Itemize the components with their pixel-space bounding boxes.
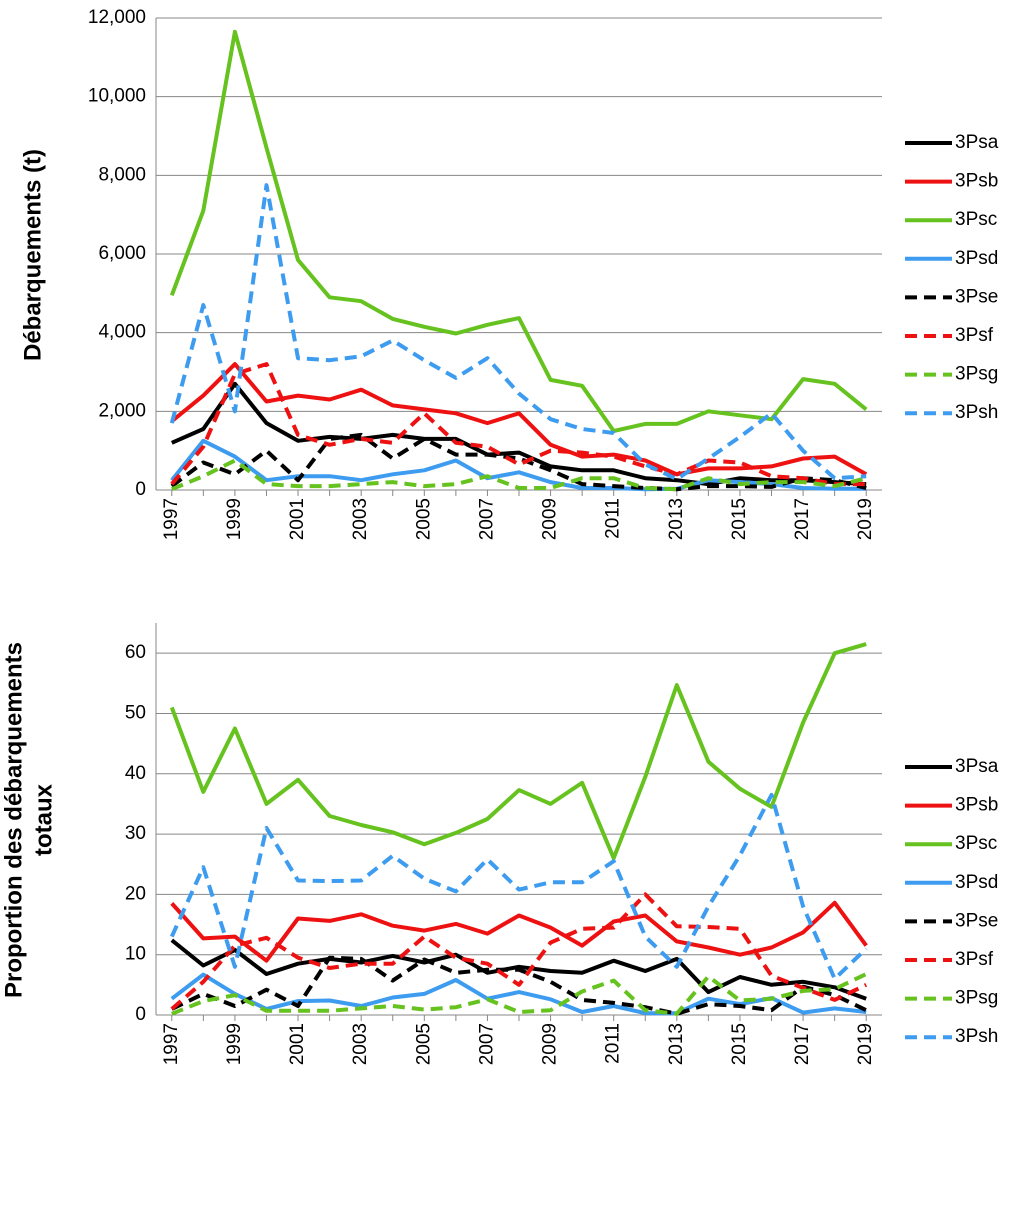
series-line	[169, 183, 867, 481]
legend-label: 3Pse	[955, 910, 998, 931]
series-line	[169, 29, 868, 433]
x-tick-label: 2017	[792, 498, 813, 540]
y-axis-title: Débarquements (t)	[19, 149, 46, 361]
y-tick-label: 10	[125, 944, 146, 965]
x-tick-label: 2017	[792, 1023, 813, 1065]
legend-label: 3Psh	[955, 1026, 998, 1047]
x-tick-label: 2011	[603, 498, 624, 539]
x-tick-label: 2005	[413, 498, 434, 540]
series-line	[170, 955, 868, 1016]
y-tick-label: 2,000	[98, 400, 146, 421]
x-tick-label: 2015	[729, 1023, 750, 1065]
y-tick-label: 8,000	[98, 164, 146, 185]
legend-label: 3Psc	[955, 209, 997, 230]
y-tick-label: 20	[125, 883, 146, 904]
x-tick-label: 1997	[161, 1023, 182, 1065]
y-tick-label: 4,000	[98, 322, 146, 343]
series-line	[170, 362, 867, 487]
y-tick-label: 0	[135, 479, 146, 500]
series-line	[169, 792, 868, 981]
x-tick-label: 2009	[540, 498, 561, 540]
legend-label: 3Psc	[955, 833, 997, 854]
y-axis-title: totaux	[30, 783, 57, 856]
y-tick-label: 0	[135, 1004, 146, 1025]
series-line	[170, 938, 867, 1001]
series-line	[171, 972, 868, 1016]
series-line	[170, 438, 867, 492]
x-tick-label: 2001	[287, 1023, 308, 1065]
series-line	[170, 892, 868, 1011]
legend-label: 3Psh	[955, 402, 998, 423]
y-tick-label: 50	[125, 702, 146, 723]
series-line	[170, 432, 867, 492]
x-tick-label: 2019	[855, 1023, 876, 1065]
y-tick-label: 10,000	[88, 86, 146, 107]
x-tick-label: 1999	[224, 498, 245, 540]
legend-label: 3Psg	[955, 364, 998, 385]
x-tick-label: 2007	[476, 1023, 497, 1065]
x-tick-label: 2005	[413, 1023, 434, 1065]
legend-label: 3Psb	[955, 795, 998, 816]
y-tick-label: 6,000	[98, 243, 146, 264]
legend-label: 3Psf	[955, 949, 994, 970]
legend-label: 3Psa	[955, 132, 999, 153]
legend-label: 3Psf	[955, 325, 994, 346]
x-tick-label: 2011	[603, 1023, 624, 1064]
legend-label: 3Psd	[955, 248, 998, 269]
x-tick-label: 2007	[476, 498, 497, 540]
x-tick-label: 1997	[161, 498, 182, 540]
legend-label: 3Psg	[955, 988, 998, 1009]
y-tick-label: 30	[125, 823, 146, 844]
series-line	[170, 972, 867, 1016]
x-tick-label: 2019	[855, 498, 876, 540]
x-tick-label: 2013	[666, 498, 687, 540]
x-tick-label: 2013	[666, 1023, 687, 1065]
x-tick-label: 2003	[350, 1023, 371, 1065]
y-tick-label: 12,000	[88, 7, 146, 28]
legend-label: 3Pse	[955, 286, 998, 307]
legend-label: 3Psb	[955, 171, 998, 192]
legend-label: 3Psa	[955, 756, 999, 777]
series-line	[170, 381, 867, 487]
y-tick-label: 40	[125, 763, 146, 784]
y-axis-title: Proportion des débarquements	[0, 642, 27, 998]
legend-label: 3Psd	[955, 872, 998, 893]
x-tick-label: 2015	[729, 498, 750, 540]
series-line	[170, 900, 868, 963]
y-tick-label: 60	[125, 642, 146, 663]
x-tick-label: 2009	[540, 1023, 561, 1065]
series-line	[171, 458, 867, 492]
x-tick-label: 2001	[287, 498, 308, 540]
x-tick-label: 1999	[224, 1023, 245, 1065]
x-tick-label: 2003	[350, 498, 371, 540]
series-line	[169, 642, 867, 861]
